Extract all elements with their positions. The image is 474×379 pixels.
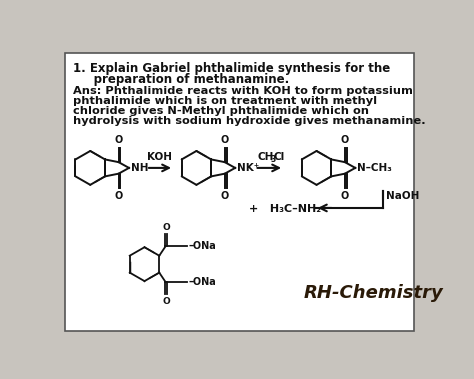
Text: NaOH: NaOH [386, 191, 419, 200]
Text: Cl: Cl [273, 152, 284, 162]
Text: chloride gives N-Methyl phthalimide which on: chloride gives N-Methyl phthalimide whic… [73, 105, 369, 116]
Text: O: O [163, 296, 170, 305]
Text: –ONa: –ONa [189, 241, 217, 251]
Text: O: O [114, 135, 123, 145]
FancyBboxPatch shape [65, 53, 414, 331]
Text: O: O [220, 135, 229, 145]
Text: CH: CH [257, 152, 273, 162]
Text: –ONa: –ONa [189, 277, 217, 287]
Text: KOH: KOH [147, 152, 173, 162]
Text: 1. Explain Gabriel phthalimide synthesis for the: 1. Explain Gabriel phthalimide synthesis… [73, 63, 391, 75]
Text: NH: NH [130, 163, 148, 173]
Text: O: O [163, 223, 170, 232]
Text: N–CH₃: N–CH₃ [357, 163, 392, 173]
Text: O: O [114, 191, 123, 200]
Text: NK⁺: NK⁺ [237, 163, 259, 173]
Text: phthalimide which is on treatment with methyl: phthalimide which is on treatment with m… [73, 96, 377, 105]
Text: preparation of methanamine.: preparation of methanamine. [73, 73, 290, 86]
Text: O: O [341, 135, 349, 145]
Text: O: O [220, 191, 229, 200]
Text: +   H₃C–NH₂: + H₃C–NH₂ [249, 205, 321, 215]
Text: 3: 3 [270, 155, 275, 164]
Text: Ans: Phthalimide reacts with KOH to form potassium: Ans: Phthalimide reacts with KOH to form… [73, 86, 413, 96]
Text: O: O [341, 191, 349, 200]
Text: RH-Chemistry: RH-Chemistry [303, 283, 443, 302]
Text: hydrolysis with sodium hydroxide gives methanamine.: hydrolysis with sodium hydroxide gives m… [73, 116, 426, 125]
